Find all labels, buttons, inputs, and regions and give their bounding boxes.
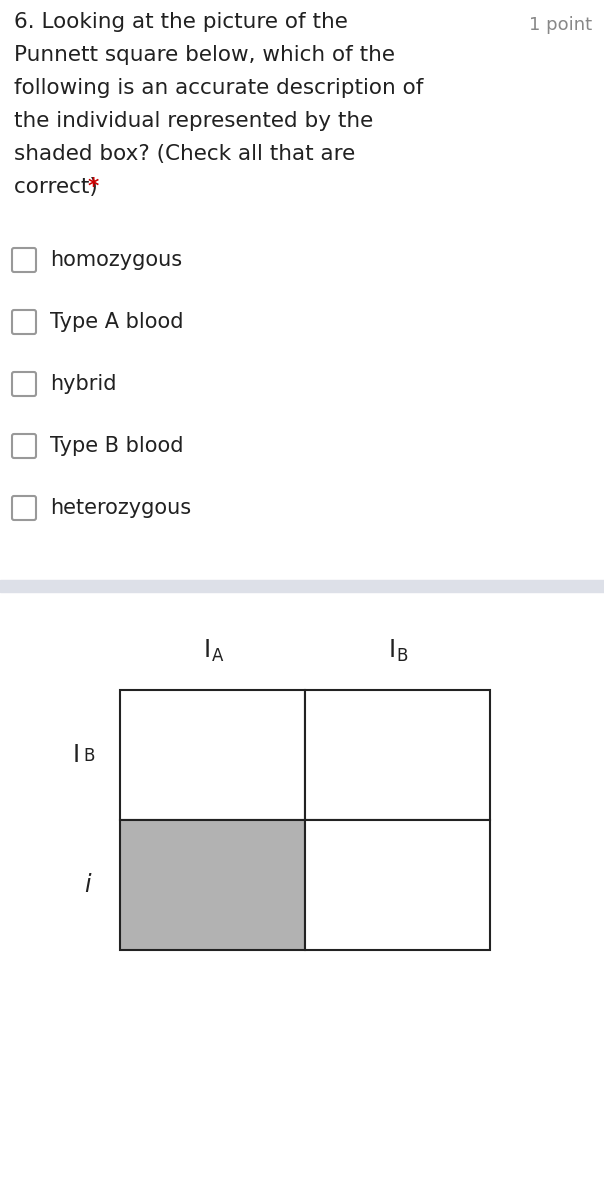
Text: shaded box? (Check all that are: shaded box? (Check all that are [14,144,355,164]
Text: heterozygous: heterozygous [50,498,191,518]
Text: correct): correct) [14,176,104,197]
Text: Type A blood: Type A blood [50,312,184,332]
Text: i: i [84,874,91,898]
Text: B: B [396,647,408,665]
Text: I: I [388,638,396,662]
Text: I: I [204,638,211,662]
FancyBboxPatch shape [12,372,36,396]
Text: the individual represented by the: the individual represented by the [14,110,373,131]
Bar [120,690,305,820]
Text: 6. Looking at the picture of the: 6. Looking at the picture of the [14,12,348,32]
Bar [0,580,604,592]
FancyBboxPatch shape [12,434,36,458]
FancyBboxPatch shape [12,248,36,272]
FancyBboxPatch shape [12,310,36,334]
Text: hybrid: hybrid [50,374,117,394]
Text: Type B blood: Type B blood [50,436,184,456]
Bar [120,820,305,950]
FancyBboxPatch shape [12,496,36,520]
Text: *: * [88,176,99,197]
Text: following is an accurate description of: following is an accurate description of [14,78,423,98]
Text: Punnett square below, which of the: Punnett square below, which of the [14,44,395,65]
Text: I: I [73,743,80,767]
Bar [305,820,490,950]
Text: B: B [83,746,94,766]
Bar [305,690,490,820]
Text: 1 point: 1 point [529,16,592,34]
Text: A: A [211,647,223,665]
Text: homozygous: homozygous [50,250,182,270]
